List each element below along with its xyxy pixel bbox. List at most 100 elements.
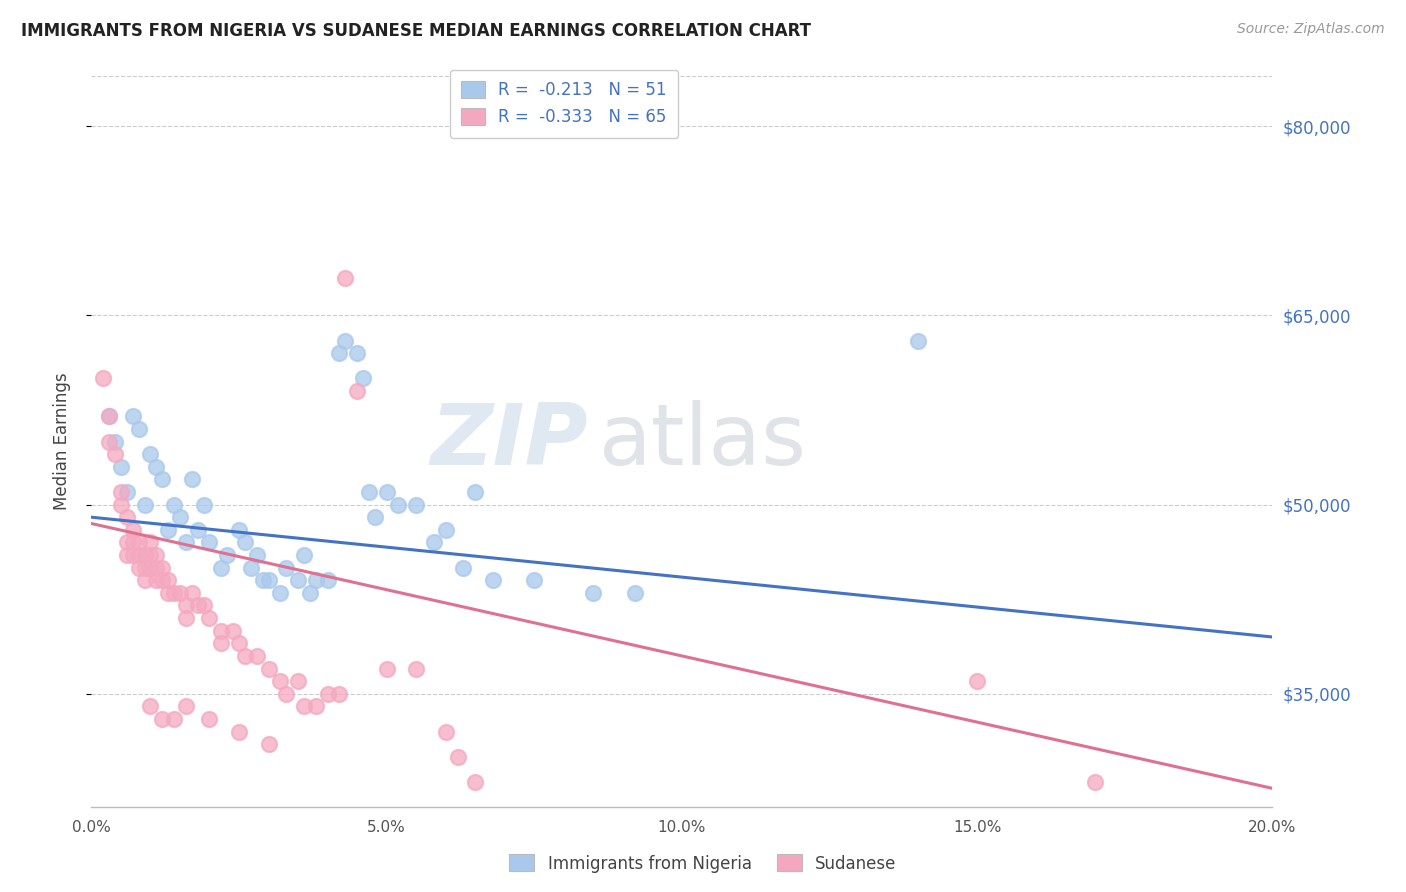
Point [298, 586, 321, 600]
Point [139, 548, 162, 562]
Point [139, 535, 162, 549]
Text: IMMIGRANTS FROM NIGERIA VS SUDANESE MEDIAN EARNINGS CORRELATION CHART: IMMIGRANTS FROM NIGERIA VS SUDANESE MEDI… [21, 22, 811, 40]
Point [128, 535, 150, 549]
Point [464, 485, 486, 500]
Point [104, 447, 127, 461]
Point [1084, 775, 1107, 789]
Point [523, 574, 546, 588]
Point [316, 574, 339, 588]
Point [228, 636, 250, 650]
Point [335, 334, 357, 348]
Point [169, 510, 191, 524]
Point [276, 687, 298, 701]
Point [316, 687, 339, 701]
Point [145, 574, 167, 588]
Point [110, 459, 132, 474]
Point [907, 334, 929, 348]
Point [233, 648, 256, 663]
Point [157, 574, 180, 588]
Point [128, 422, 150, 436]
Point [423, 535, 446, 549]
Point [121, 535, 143, 549]
Point [434, 523, 457, 537]
Point [187, 523, 209, 537]
Point [174, 535, 197, 549]
Point [115, 535, 138, 549]
Point [128, 548, 150, 562]
Point [269, 674, 291, 689]
Point [209, 624, 232, 638]
Point [121, 548, 143, 562]
Point [352, 371, 374, 385]
Point [121, 409, 143, 424]
Point [98, 409, 121, 424]
Point [134, 498, 156, 512]
Point [446, 749, 468, 764]
Point [209, 636, 232, 650]
Point [98, 434, 121, 449]
Point [193, 599, 215, 613]
Point [128, 560, 150, 574]
Point [464, 775, 486, 789]
Text: Source: ZipAtlas.com: Source: ZipAtlas.com [1237, 22, 1385, 37]
Point [305, 574, 328, 588]
Point [121, 523, 143, 537]
Point [134, 574, 156, 588]
Point [150, 560, 173, 574]
Point [269, 586, 291, 600]
Point [335, 270, 357, 285]
Point [257, 737, 280, 751]
Point [346, 346, 368, 360]
Legend: Immigrants from Nigeria, Sudanese: Immigrants from Nigeria, Sudanese [503, 847, 903, 880]
Point [405, 661, 427, 675]
Point [246, 648, 269, 663]
Point [375, 661, 398, 675]
Point [134, 560, 156, 574]
Point [115, 548, 138, 562]
Point [180, 472, 202, 486]
Point [239, 560, 262, 574]
Point [139, 560, 162, 574]
Point [292, 548, 315, 562]
Point [346, 384, 368, 398]
Point [157, 523, 180, 537]
Point [115, 510, 138, 524]
Point [276, 560, 298, 574]
Y-axis label: Median Earnings: Median Earnings [52, 373, 70, 510]
Point [115, 485, 138, 500]
Point [482, 574, 505, 588]
Point [104, 434, 127, 449]
Point [405, 498, 427, 512]
Point [98, 409, 121, 424]
Point [257, 661, 280, 675]
Point [305, 699, 328, 714]
Point [91, 371, 114, 385]
Point [375, 485, 398, 500]
Point [169, 586, 191, 600]
Point [145, 560, 167, 574]
Point [139, 699, 162, 714]
Point [187, 599, 209, 613]
Point [110, 485, 132, 500]
Point [228, 724, 250, 739]
Point [163, 498, 186, 512]
Point [163, 712, 186, 726]
Text: atlas: atlas [599, 400, 807, 483]
Point [246, 548, 269, 562]
Point [287, 674, 309, 689]
Point [209, 560, 232, 574]
Point [222, 624, 245, 638]
Point [623, 586, 645, 600]
Point [287, 574, 309, 588]
Point [174, 699, 197, 714]
Point [150, 574, 173, 588]
Point [150, 472, 173, 486]
Point [134, 548, 156, 562]
Point [157, 586, 180, 600]
Point [139, 447, 162, 461]
Point [180, 586, 202, 600]
Point [150, 712, 173, 726]
Point [198, 712, 221, 726]
Point [193, 498, 215, 512]
Point [228, 523, 250, 537]
